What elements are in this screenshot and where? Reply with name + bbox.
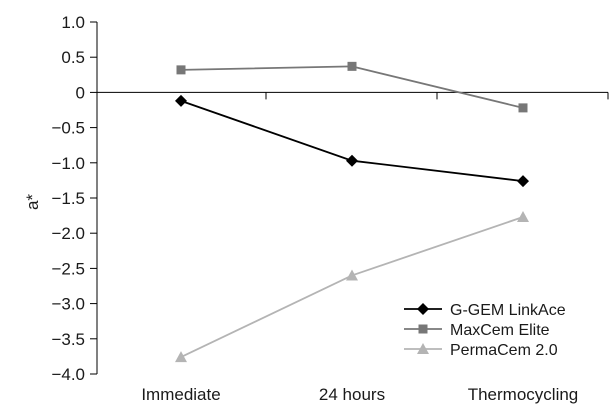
y-tick-label: −1.5	[51, 189, 85, 208]
legend-label: G-GEM LinkAce	[450, 302, 566, 319]
y-tick-label: −2.0	[51, 224, 85, 243]
legend-marker	[417, 343, 429, 354]
legend-label: PermaCem 2.0	[450, 342, 558, 359]
y-axis-title: a*	[23, 194, 42, 210]
series-1	[176, 61, 528, 113]
y-axis: 1.0 0.5 0 −0.5 −1.0 −1.5 −2.0 −2.5 −3.0 −3.5 −4.0	[51, 13, 98, 384]
series-2	[175, 211, 529, 363]
x-tick-label: 24 hours	[319, 385, 385, 404]
data-point	[346, 269, 358, 281]
legend: G-GEM LinkAce MaxCem Elite PermaCem 2.0	[404, 302, 566, 359]
y-tick-label: 0.5	[61, 48, 85, 67]
series-line	[180, 65, 524, 109]
data-point	[175, 94, 187, 107]
series-layer	[175, 61, 529, 363]
y-tick-label: 0	[76, 83, 85, 102]
y-tick-label: −3.5	[51, 330, 85, 349]
y-tick-label: −4.0	[51, 365, 85, 384]
data-point	[347, 61, 357, 71]
x-axis: Immediate 24 hours Thermocycling	[97, 91, 609, 404]
data-point	[175, 351, 187, 363]
series-0	[175, 94, 529, 188]
legend-item: MaxCem Elite	[404, 322, 550, 339]
data-point	[517, 211, 529, 223]
legend-marker	[417, 303, 429, 315]
y-tick-label: −0.5	[51, 119, 85, 138]
data-point	[517, 175, 529, 188]
data-point	[518, 103, 528, 113]
legend-item: G-GEM LinkAce	[404, 302, 566, 319]
y-tick-label: 1.0	[61, 13, 85, 32]
legend-item: PermaCem 2.0	[404, 342, 558, 359]
legend-marker	[418, 324, 428, 334]
data-point	[176, 65, 186, 75]
y-tick-label: −1.0	[51, 154, 85, 173]
legend-label: MaxCem Elite	[450, 322, 550, 339]
x-tick-label: Immediate	[141, 385, 220, 404]
series-line	[180, 99, 524, 182]
y-tick-label: −2.5	[51, 259, 85, 278]
y-tick-label: −3.0	[51, 295, 85, 314]
data-point	[346, 154, 358, 167]
x-tick-label: Thermocycling	[468, 385, 579, 404]
